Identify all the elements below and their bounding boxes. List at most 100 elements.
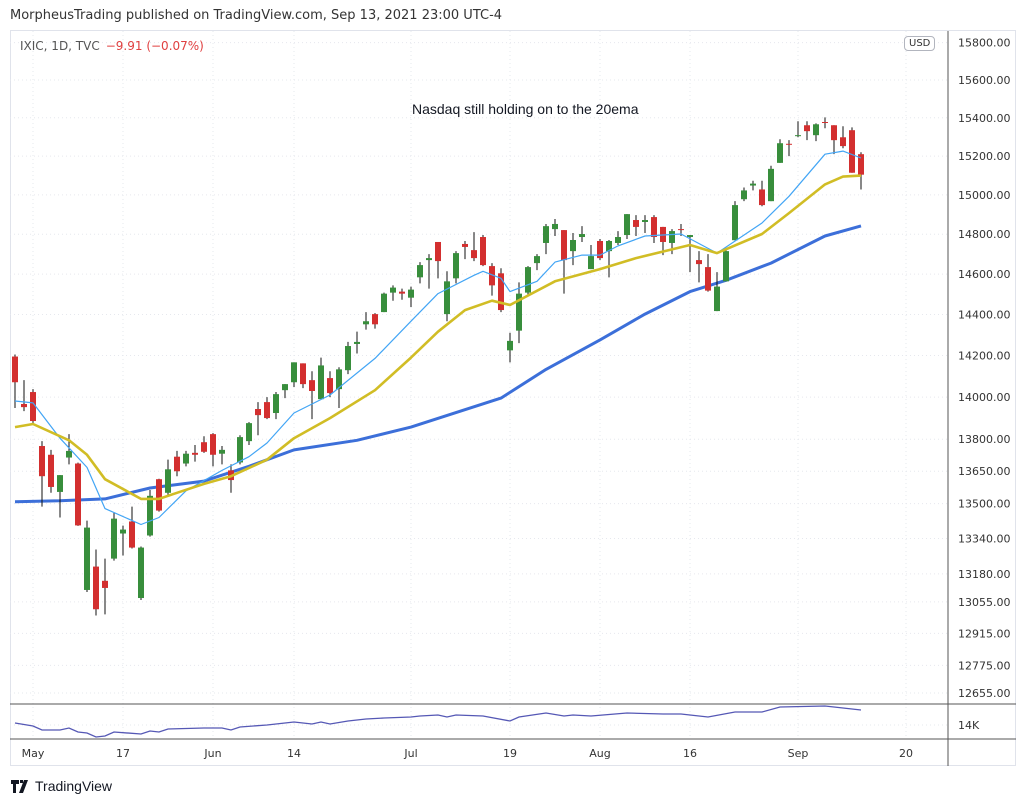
chart-annotation-text[interactable]: Nasdaq still holding on to the 20ema <box>412 101 639 117</box>
candle-body <box>678 229 684 231</box>
candle <box>840 126 846 149</box>
x-tick-label: 17 <box>116 747 130 760</box>
candle-body <box>543 226 549 243</box>
candle <box>210 433 216 467</box>
candle-body <box>345 346 351 371</box>
candle-body <box>597 240 603 259</box>
candle <box>21 380 27 412</box>
x-tick-label: Sep <box>788 747 809 760</box>
candle-body <box>525 267 531 293</box>
candle-body <box>273 394 279 414</box>
candle-body <box>120 529 126 534</box>
candle-body <box>552 223 558 230</box>
candle <box>408 286 414 308</box>
candle-body <box>759 189 765 206</box>
x-tick-label: 16 <box>683 747 697 760</box>
currency-badge[interactable]: USD <box>904 36 936 51</box>
candle-body <box>264 402 270 419</box>
y-tick-label: 15400.00 <box>958 112 1011 125</box>
candle <box>723 250 729 282</box>
candle <box>561 230 567 294</box>
candle <box>129 506 135 549</box>
candle-body <box>768 168 774 202</box>
candle <box>741 187 747 202</box>
candle <box>507 332 513 363</box>
candle-body <box>336 369 342 390</box>
candle <box>498 268 504 313</box>
candle <box>768 165 774 202</box>
y-tick-label: 13500.00 <box>958 498 1011 511</box>
candle-body <box>750 183 756 186</box>
candle-body <box>93 566 99 610</box>
candle <box>624 214 630 240</box>
candle <box>651 215 657 243</box>
candle-body <box>534 256 540 264</box>
candle-body <box>615 237 621 243</box>
candle <box>750 180 756 191</box>
candle-body <box>408 289 414 298</box>
candle-body <box>696 260 702 265</box>
x-tick-label: Jun <box>203 747 221 760</box>
moving-averages-top <box>14 150 862 526</box>
candle-body <box>642 220 648 222</box>
y-tick-label: 13800.00 <box>958 433 1011 446</box>
candle-body <box>606 240 612 252</box>
candle <box>516 282 522 344</box>
symbol-label[interactable]: IXIC, 1D, TVC <box>20 39 100 53</box>
candle-body <box>498 273 504 311</box>
grid <box>10 31 948 739</box>
candle-body <box>210 434 216 455</box>
y-tick-label: 12775.00 <box>958 659 1011 672</box>
candle <box>417 262 423 284</box>
candle <box>480 235 486 267</box>
candle-body <box>192 452 198 455</box>
candle-body <box>174 456 180 472</box>
y-tick-label: 14200.00 <box>958 350 1011 363</box>
candle <box>597 239 603 261</box>
candle-body <box>732 205 738 241</box>
candle-body <box>669 231 675 243</box>
candle-body <box>201 442 207 452</box>
candle-body <box>489 266 495 286</box>
tradingview-logo-icon <box>11 779 28 793</box>
candle <box>309 371 315 420</box>
price-change: −9.91 (−0.07%) <box>105 39 204 53</box>
candle-body <box>84 527 90 590</box>
candle <box>687 235 693 273</box>
candle <box>138 546 144 601</box>
candle-body <box>588 256 594 270</box>
candle <box>759 180 765 207</box>
y-tick-label: 12655.00 <box>958 687 1011 700</box>
candle <box>183 450 189 467</box>
y-tick-label: 15000.00 <box>958 189 1011 202</box>
symbol-legend: IXIC, 1D, TVC −9.91 (−0.07%) <box>20 39 204 53</box>
candle-body <box>291 362 297 383</box>
candle <box>804 121 810 141</box>
chart-frame <box>10 30 1016 766</box>
candle <box>201 436 207 453</box>
candle-body <box>309 380 315 392</box>
candle-body <box>354 341 360 344</box>
x-tick-label: Aug <box>589 747 610 760</box>
x-tick-label: 19 <box>503 747 517 760</box>
candle <box>588 244 594 270</box>
candle-body <box>300 363 306 385</box>
candle <box>264 397 270 420</box>
candle-body <box>318 365 324 400</box>
candle-body <box>255 409 261 416</box>
tradingview-brand[interactable]: TradingView <box>11 778 112 794</box>
candle-body <box>624 214 630 236</box>
candle <box>453 251 459 284</box>
candle-body <box>372 314 378 325</box>
candle <box>327 371 333 398</box>
candle <box>552 219 558 237</box>
candle <box>813 123 819 142</box>
y-tick-label: 15200.00 <box>958 150 1011 163</box>
candle <box>237 435 243 465</box>
moving-averages <box>14 224 862 504</box>
y-tick-label: 14400.00 <box>958 309 1011 322</box>
candle-body <box>327 378 333 394</box>
candle <box>273 392 279 420</box>
candle <box>300 363 306 389</box>
